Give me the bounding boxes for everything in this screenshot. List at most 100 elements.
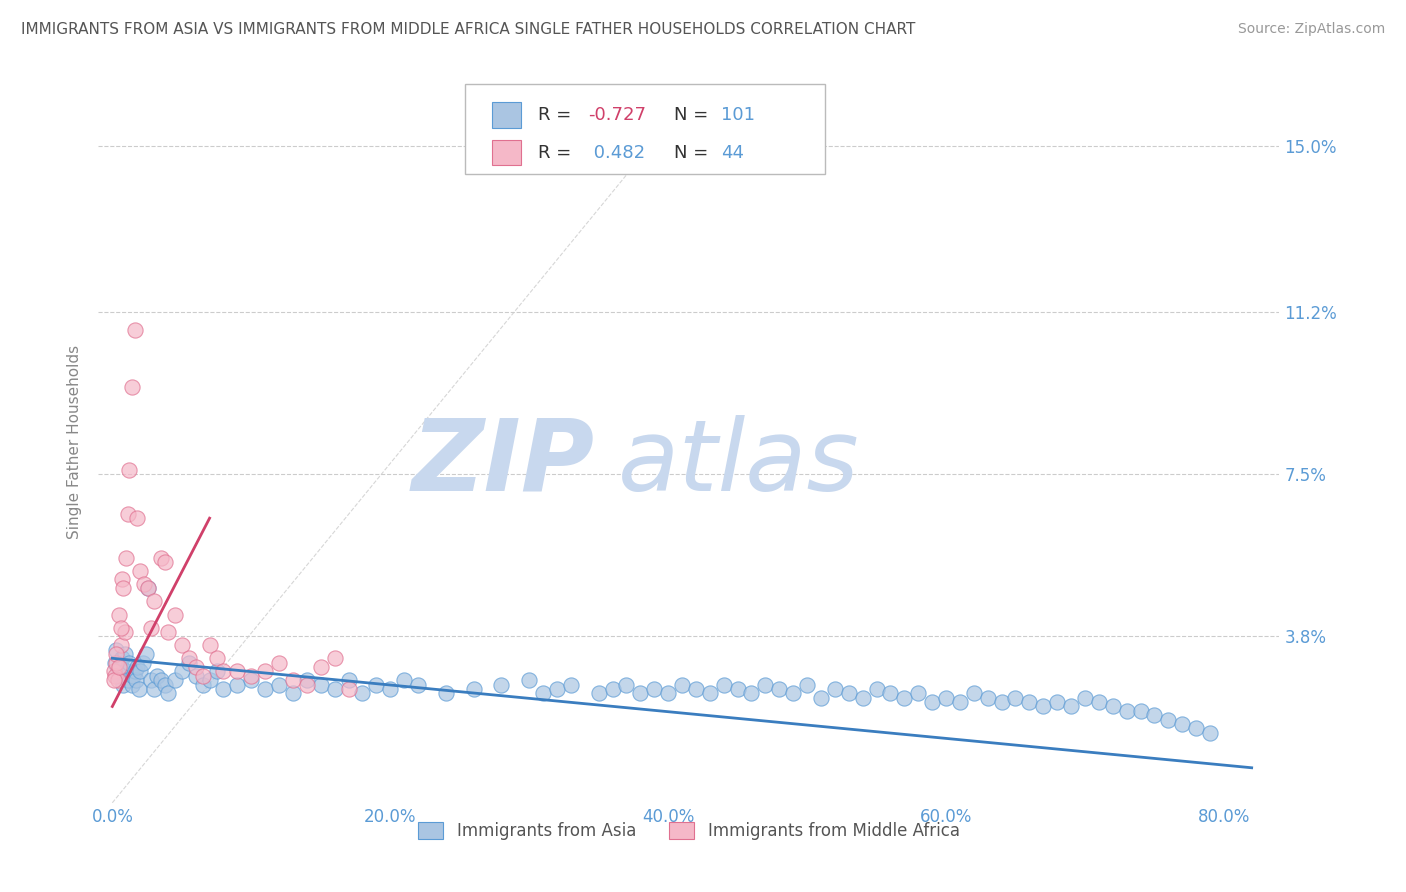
- Text: N =: N =: [675, 106, 714, 124]
- Point: [153, 677, 176, 691]
- Point: [108, 607, 131, 622]
- Point: [1074, 690, 1097, 705]
- Point: [111, 573, 134, 587]
- Point: [685, 681, 707, 696]
- Point: [226, 665, 249, 679]
- Point: [240, 673, 263, 688]
- Point: [337, 673, 360, 688]
- Point: [143, 681, 166, 696]
- Point: [740, 686, 762, 700]
- Point: [1143, 708, 1166, 723]
- Point: [117, 673, 139, 688]
- Point: [240, 669, 263, 683]
- Point: [810, 690, 832, 705]
- Point: [127, 511, 149, 525]
- Point: [1032, 699, 1054, 714]
- Point: [112, 581, 135, 595]
- Point: [121, 380, 143, 394]
- Point: [105, 642, 128, 657]
- Point: [198, 638, 221, 652]
- Point: [135, 647, 157, 661]
- Point: [110, 660, 132, 674]
- Point: [699, 686, 721, 700]
- Point: [111, 651, 134, 665]
- Text: 44: 44: [721, 144, 744, 161]
- Point: [768, 681, 790, 696]
- Point: [107, 665, 129, 679]
- Point: [671, 677, 693, 691]
- Point: [125, 673, 148, 688]
- Text: 101: 101: [721, 106, 755, 124]
- Point: [129, 665, 152, 679]
- Point: [104, 656, 127, 670]
- Bar: [492, 103, 520, 128]
- Point: [103, 665, 125, 679]
- Point: [907, 686, 929, 700]
- Point: [754, 677, 776, 691]
- Point: [184, 669, 207, 683]
- Point: [727, 681, 749, 696]
- Point: [110, 638, 132, 652]
- Point: [129, 564, 152, 578]
- Point: [1199, 725, 1222, 739]
- Point: [177, 656, 200, 670]
- Point: [143, 594, 166, 608]
- Point: [921, 695, 943, 709]
- Point: [852, 690, 875, 705]
- Point: [309, 677, 332, 691]
- Point: [990, 695, 1012, 709]
- Point: [782, 686, 804, 700]
- Point: [1157, 713, 1180, 727]
- Point: [146, 669, 169, 683]
- Point: [156, 625, 179, 640]
- Text: N =: N =: [675, 144, 714, 161]
- Point: [177, 651, 200, 665]
- Bar: [492, 140, 520, 165]
- Point: [323, 681, 346, 696]
- Point: [560, 677, 582, 691]
- Text: 0.482: 0.482: [588, 144, 645, 161]
- Point: [963, 686, 986, 700]
- FancyBboxPatch shape: [464, 84, 825, 174]
- Point: [141, 621, 163, 635]
- Point: [191, 677, 214, 691]
- Text: R =: R =: [538, 144, 578, 161]
- Point: [838, 686, 860, 700]
- Point: [1018, 695, 1040, 709]
- Point: [205, 665, 228, 679]
- Point: [588, 686, 610, 700]
- Point: [212, 665, 235, 679]
- Text: IMMIGRANTS FROM ASIA VS IMMIGRANTS FROM MIDDLE AFRICA SINGLE FATHER HOUSEHOLDS C: IMMIGRANTS FROM ASIA VS IMMIGRANTS FROM …: [21, 22, 915, 37]
- Point: [163, 607, 186, 622]
- Text: -0.727: -0.727: [588, 106, 645, 124]
- Point: [114, 625, 136, 640]
- Point: [198, 673, 221, 688]
- Point: [657, 686, 679, 700]
- Point: [104, 669, 127, 683]
- Point: [141, 673, 163, 688]
- Point: [879, 686, 901, 700]
- Point: [546, 681, 568, 696]
- Point: [156, 686, 179, 700]
- Point: [170, 638, 193, 652]
- Point: [491, 677, 513, 691]
- Point: [1129, 704, 1152, 718]
- Point: [149, 550, 172, 565]
- Point: [138, 581, 160, 595]
- Point: [434, 686, 457, 700]
- Point: [107, 660, 129, 674]
- Point: [212, 681, 235, 696]
- Point: [976, 690, 998, 705]
- Point: [352, 686, 374, 700]
- Point: [132, 656, 155, 670]
- Point: [406, 677, 429, 691]
- Point: [337, 681, 360, 696]
- Point: [865, 681, 887, 696]
- Text: Source: ZipAtlas.com: Source: ZipAtlas.com: [1237, 22, 1385, 37]
- Point: [643, 681, 665, 696]
- Point: [254, 681, 277, 696]
- Point: [824, 681, 846, 696]
- Point: [380, 681, 402, 696]
- Point: [1046, 695, 1069, 709]
- Point: [134, 577, 156, 591]
